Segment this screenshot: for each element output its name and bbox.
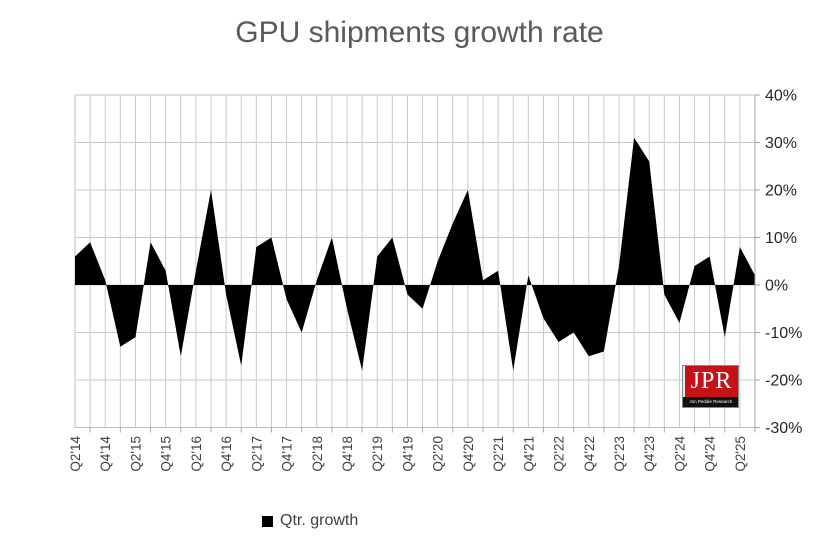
- x-axis-label: Q4'17: [280, 436, 295, 472]
- y-axis-label: -20%: [765, 373, 802, 390]
- jpr-logo-subtext: Jon Peddie Research: [688, 399, 733, 405]
- x-axis-label: Q4'23: [642, 436, 657, 472]
- legend-swatch: [262, 515, 273, 527]
- x-axis-label: Q4'24: [703, 436, 718, 472]
- x-axis-label: Q2'16: [189, 436, 204, 472]
- y-axis-label: 40%: [765, 88, 797, 105]
- legend: Qtr. growth: [262, 512, 358, 530]
- x-axis-label: Q4'21: [521, 436, 536, 472]
- y-axis-label: 30%: [765, 135, 797, 152]
- x-axis-label: Q2'20: [431, 436, 446, 472]
- x-axis-label: Q2'15: [128, 436, 143, 472]
- x-axis-label: Q2'18: [310, 436, 325, 472]
- x-axis-label: Q4'20: [461, 436, 476, 472]
- x-axis-label: Q2'14: [68, 436, 83, 472]
- x-axis-label: Q2'21: [491, 436, 506, 472]
- chart-title: GPU shipments growth rate: [235, 16, 604, 49]
- jpr-logo: JPR Jon Peddie Research: [683, 366, 738, 407]
- x-axis-label: Q2'24: [672, 436, 687, 472]
- x-axis-label: Q4'19: [400, 436, 415, 472]
- y-axis-label: 10%: [765, 230, 797, 247]
- legend-label: Qtr. growth: [280, 512, 359, 529]
- x-axis-label: Q2'17: [249, 436, 264, 472]
- y-axis-label: 0%: [765, 278, 788, 295]
- y-axis-label: -30%: [765, 420, 802, 437]
- x-axis-label: Q4'14: [98, 436, 113, 472]
- x-axis-label: Q2'19: [370, 436, 385, 472]
- y-axis-label: -10%: [765, 325, 802, 342]
- x-axis-label: Q2'22: [552, 436, 567, 472]
- jpr-logo-strip: Jon Peddie Research: [683, 397, 738, 407]
- y-axis-label: 20%: [765, 183, 797, 200]
- jpr-logo-text: JPR: [690, 368, 733, 394]
- x-axis-label: Q4'15: [159, 436, 174, 472]
- x-axis-label: Q4'16: [219, 436, 234, 472]
- area-series-qtr-growth: [75, 137, 755, 371]
- jpr-logo-mark: JPR: [683, 366, 738, 397]
- x-axis-label: Q2'25: [733, 436, 748, 472]
- x-axis-label: Q4'18: [340, 436, 355, 472]
- x-axis-label: Q4'22: [582, 436, 597, 472]
- x-axis-label: Q2'23: [612, 436, 627, 472]
